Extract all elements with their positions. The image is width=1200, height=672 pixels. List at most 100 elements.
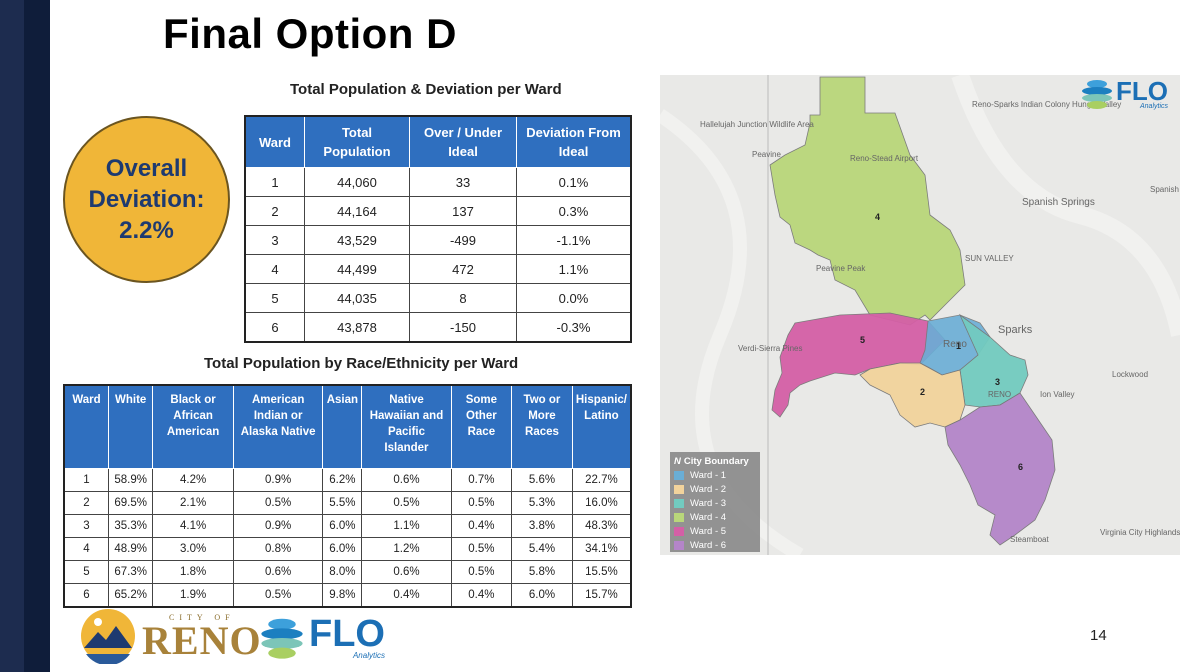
- table-cell: 0.8%: [232, 537, 324, 561]
- legend-swatch: [674, 540, 684, 550]
- map-place-label: Lockwood: [1112, 370, 1148, 379]
- table-cell: 5: [244, 283, 305, 313]
- table-cell: 0.5%: [450, 537, 513, 561]
- table-cell: 58.9%: [107, 468, 154, 492]
- table-row: 4 44,499 472 1.1%: [244, 254, 632, 284]
- table-row: 1 58.9% 4.2% 0.9% 6.2% 0.6% 0.7% 5.6% 22.7%: [63, 468, 632, 492]
- column-header: Some Other Race: [450, 384, 513, 469]
- table-cell: 0.0%: [516, 283, 632, 313]
- column-header: Ward: [63, 384, 109, 469]
- column-header: Total Population: [304, 115, 410, 168]
- reno-logo-text: RENO: [142, 617, 262, 663]
- table1-heading: Total Population & Deviation per Ward: [290, 81, 562, 98]
- table-cell: 16.0%: [571, 491, 632, 515]
- table-cell: 0.6%: [232, 560, 324, 584]
- table-row: 5 67.3% 1.8% 0.6% 8.0% 0.6% 0.5% 5.8% 15.5%: [63, 560, 632, 584]
- column-header: Black or African American: [152, 384, 234, 469]
- table-cell: 5.4%: [511, 537, 573, 561]
- table-cell: 0.5%: [232, 583, 324, 608]
- map-place-label: Reno: [943, 339, 967, 350]
- overall-deviation-badge: Overall Deviation: 2.2%: [63, 116, 230, 283]
- table-cell: 8.0%: [322, 560, 363, 584]
- table-cell: 0.5%: [450, 491, 513, 515]
- population-deviation-table: Ward Total Population Over / Under Ideal…: [244, 115, 632, 343]
- legend-swatch: [674, 470, 684, 480]
- table-cell: 5.3%: [511, 491, 573, 515]
- flo-logo-sub: Analytics: [1139, 102, 1168, 110]
- map-place-label: Spanish: [1150, 185, 1179, 194]
- table-cell: 1.1%: [516, 254, 632, 284]
- ward-label: 3: [995, 377, 1000, 387]
- table-cell: -150: [409, 312, 517, 343]
- table-cell: 3: [244, 225, 305, 255]
- table-cell: 5.6%: [511, 468, 573, 492]
- ward-4-region: [769, 76, 966, 326]
- race-ethnicity-table: Ward White Black or African American Ame…: [63, 384, 632, 608]
- overall-deviation-text: Overall Deviation: 2.2%: [88, 155, 205, 244]
- ward-map-svg: 4 5 1 3 2 6 Reno-Sparks Indian Colony Hu…: [660, 75, 1180, 555]
- flo-logo-sub: Analytics: [352, 650, 385, 660]
- reno-seal-icon: [81, 609, 135, 664]
- map-place-label: Ion Valley: [1040, 390, 1075, 399]
- table-cell: 0.5%: [361, 491, 452, 515]
- column-header: Two or More Races: [511, 384, 573, 469]
- table-cell: 0.1%: [516, 167, 632, 197]
- table-cell: 137: [409, 196, 517, 226]
- table-row: 3 35.3% 4.1% 0.9% 6.0% 1.1% 0.4% 3.8% 48.3%: [63, 514, 632, 538]
- table-cell: 6.2%: [322, 468, 363, 492]
- column-header: American Indian or Alaska Native: [232, 384, 324, 469]
- table-cell: -499: [409, 225, 517, 255]
- map-place-label: Spanish Springs: [1022, 197, 1095, 208]
- flo-logo-top: FLO Analytics: [1080, 78, 1168, 110]
- legend-item: Ward - 6: [674, 538, 756, 552]
- flo-logo-bottom: FLO Analytics: [258, 615, 385, 660]
- reno-logo-top: CITY OF: [168, 612, 235, 622]
- legend-label: Ward - 2: [690, 483, 727, 495]
- legend-title: City Boundary: [683, 455, 749, 467]
- table-cell: 4.1%: [152, 514, 234, 538]
- table-row: 6 65.2% 1.9% 0.5% 9.8% 0.4% 0.4% 6.0% 15.7%: [63, 583, 632, 608]
- table-cell: 1.9%: [152, 583, 234, 608]
- table-row: 2 44,164 137 0.3%: [244, 196, 632, 226]
- table-cell: 5.5%: [322, 491, 363, 515]
- table-cell: 0.6%: [361, 560, 452, 584]
- table-row: 2 69.5% 2.1% 0.5% 5.5% 0.5% 0.5% 5.3% 16.0%: [63, 491, 632, 515]
- table-cell: 9.8%: [322, 583, 363, 608]
- table-cell: 43,529: [304, 225, 410, 255]
- left-stripe-inner: [24, 0, 50, 672]
- table-row: 4 48.9% 3.0% 0.8% 6.0% 1.2% 0.5% 5.4% 34.1%: [63, 537, 632, 561]
- table-cell: -0.3%: [516, 312, 632, 343]
- table-cell: 35.3%: [107, 514, 154, 538]
- reno-logo: CITY OF RENO: [80, 608, 262, 664]
- column-header: Hispanic/ Latino: [571, 384, 632, 469]
- column-header: Asian: [322, 384, 363, 469]
- table-cell: 3: [63, 514, 109, 538]
- map-place-label: Reno-Stead Airport: [850, 154, 919, 163]
- table-cell: 6: [63, 583, 109, 608]
- legend-swatch: [674, 526, 684, 536]
- legend-label: Ward - 6: [690, 539, 727, 551]
- legend-swatch: [674, 498, 684, 508]
- table-cell: 6.0%: [322, 537, 363, 561]
- table-cell: 6.0%: [511, 583, 573, 608]
- table-cell: 3.0%: [152, 537, 234, 561]
- table-cell: 0.6%: [361, 468, 452, 492]
- table-cell: 48.9%: [107, 537, 154, 561]
- table-cell: 0.4%: [450, 583, 513, 608]
- table-cell: 0.5%: [450, 560, 513, 584]
- north-arrow-icon: N: [674, 455, 681, 467]
- column-header: Deviation From Ideal: [516, 115, 632, 168]
- table-cell: 65.2%: [107, 583, 154, 608]
- ward-label: 4: [875, 212, 880, 222]
- ward-6-region: [944, 392, 1056, 546]
- ward-label: 1: [956, 341, 961, 351]
- table-cell: 6: [244, 312, 305, 343]
- table-cell: 33: [409, 167, 517, 197]
- table-cell: 15.5%: [571, 560, 632, 584]
- table-cell: 0.5%: [232, 491, 324, 515]
- table-cell: 67.3%: [107, 560, 154, 584]
- legend-item: Ward - 2: [674, 482, 756, 496]
- legend-swatch: [674, 512, 684, 522]
- flo-waves-icon: [1082, 80, 1112, 109]
- table-cell: 3.8%: [511, 514, 573, 538]
